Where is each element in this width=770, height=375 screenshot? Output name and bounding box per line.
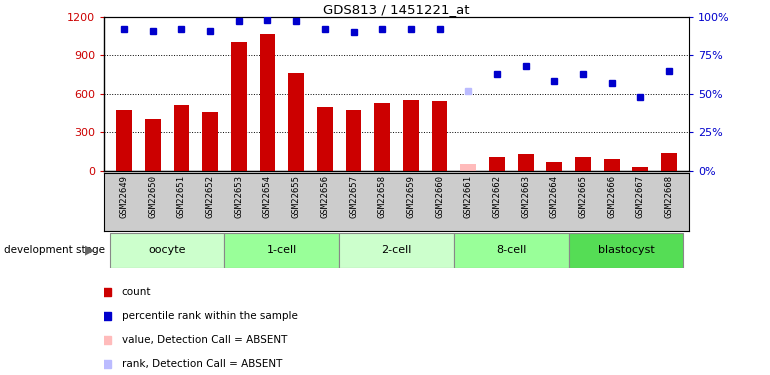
Bar [569, 232, 684, 268]
Bar [145, 119, 161, 171]
Text: 2-cell: 2-cell [381, 245, 412, 255]
Text: ▶: ▶ [85, 244, 95, 257]
Bar [339, 232, 454, 268]
Text: GSM22652: GSM22652 [206, 176, 215, 218]
Bar [203, 112, 218, 171]
Bar [231, 42, 246, 171]
Text: rank, Detection Call = ABSENT: rank, Detection Call = ABSENT [122, 359, 282, 369]
Text: 1-cell: 1-cell [266, 245, 297, 255]
Bar [288, 73, 304, 171]
Text: GSM22656: GSM22656 [320, 176, 330, 218]
Bar [346, 110, 361, 171]
Bar [116, 110, 132, 171]
Bar [432, 101, 447, 171]
Bar [317, 106, 333, 171]
Bar [632, 167, 648, 171]
Text: development stage: development stage [4, 245, 105, 255]
Bar [604, 159, 620, 171]
Text: GSM22664: GSM22664 [550, 176, 559, 218]
Bar [403, 100, 419, 171]
Text: GSM22661: GSM22661 [464, 176, 473, 218]
Text: GSM22660: GSM22660 [435, 176, 444, 218]
Bar [173, 105, 189, 171]
Text: GSM22662: GSM22662 [493, 176, 501, 218]
Text: GSM22654: GSM22654 [263, 176, 272, 218]
Text: GSM22653: GSM22653 [234, 176, 243, 218]
Text: oocyte: oocyte [149, 245, 186, 255]
Text: count: count [122, 286, 151, 297]
Bar [547, 162, 562, 171]
Text: GSM22657: GSM22657 [349, 176, 358, 218]
Bar [460, 164, 476, 171]
Bar [575, 157, 591, 171]
Bar [374, 103, 390, 171]
Title: GDS813 / 1451221_at: GDS813 / 1451221_at [323, 3, 470, 16]
Text: GSM22651: GSM22651 [177, 176, 186, 218]
Bar [224, 232, 339, 268]
Text: GSM22649: GSM22649 [119, 176, 129, 218]
Text: GSM22650: GSM22650 [148, 176, 157, 218]
Text: GSM22658: GSM22658 [378, 176, 387, 218]
Text: GSM22663: GSM22663 [521, 176, 530, 218]
Text: value, Detection Call = ABSENT: value, Detection Call = ABSENT [122, 334, 287, 345]
Text: GSM22659: GSM22659 [407, 176, 415, 218]
Bar [259, 33, 276, 171]
Text: GSM22665: GSM22665 [578, 176, 588, 218]
Text: percentile rank within the sample: percentile rank within the sample [122, 310, 297, 321]
Text: GSM22668: GSM22668 [665, 176, 674, 218]
Bar [454, 232, 569, 268]
Bar [489, 156, 505, 171]
Bar [109, 232, 224, 268]
Text: GSM22667: GSM22667 [636, 176, 645, 218]
Text: GSM22655: GSM22655 [292, 176, 300, 218]
Text: 8-cell: 8-cell [496, 245, 527, 255]
Bar [661, 153, 677, 171]
Bar [517, 154, 534, 171]
Text: GSM22666: GSM22666 [608, 176, 616, 218]
Text: blastocyst: blastocyst [598, 245, 654, 255]
